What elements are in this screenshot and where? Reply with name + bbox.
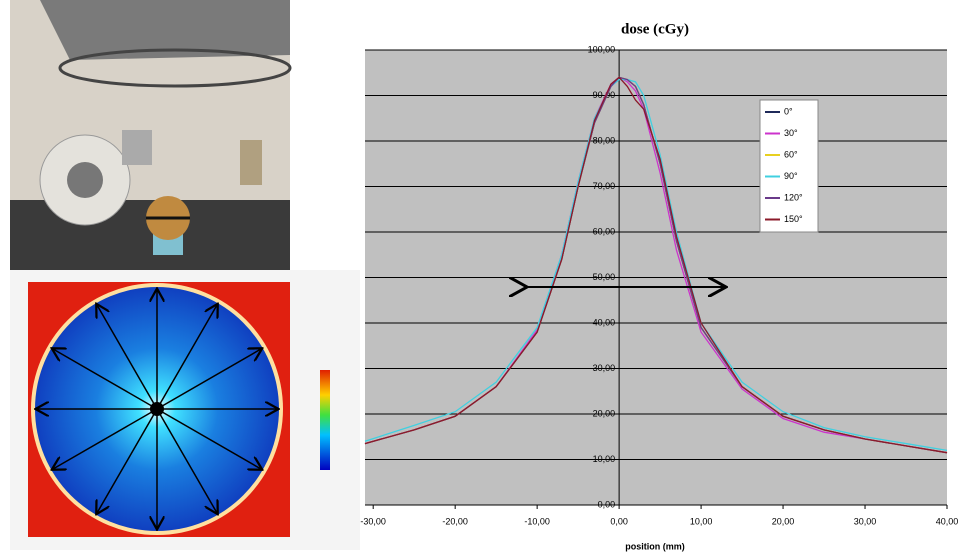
y-tick-label: 50,00	[593, 272, 616, 282]
y-tick-label: 80,00	[593, 135, 616, 145]
y-tick-label: 40,00	[593, 317, 616, 327]
y-tick-label: 70,00	[593, 181, 616, 191]
y-tick-label: 100,00	[588, 44, 616, 54]
y-tick-label: 90,00	[593, 90, 616, 100]
series-line	[364, 78, 948, 452]
x-tick-label: 0,00	[610, 516, 628, 526]
legend-label: 60°	[784, 149, 798, 159]
x-tick-label: -10,00	[524, 516, 550, 526]
chart-title: dose (cGy)	[621, 21, 689, 37]
y-tick-label: 60,00	[593, 226, 616, 236]
y-tick-label: 0,00	[598, 499, 616, 509]
y-tick-label: 10,00	[593, 454, 616, 464]
series-line	[364, 76, 948, 454]
x-tick-label: 20,00	[772, 516, 795, 526]
x-tick-label: -20,00	[442, 516, 468, 526]
series-line	[364, 76, 948, 454]
legend-label: 150°	[784, 214, 803, 224]
x-tick-label: 30,00	[854, 516, 877, 526]
legend-label: 30°	[784, 128, 798, 138]
x-tick-label: -30,00	[360, 516, 386, 526]
legend-label: 0°	[784, 106, 793, 116]
photo	[10, 0, 292, 270]
y-tick-label: 30,00	[593, 363, 616, 373]
x-tick-label: 40,00	[936, 516, 959, 526]
legend-label: 120°	[784, 192, 803, 202]
legend-box	[759, 99, 819, 233]
y-tick-label: 20,00	[593, 408, 616, 418]
dose-map	[10, 270, 360, 550]
x-axis-label: position (mm)	[625, 541, 685, 551]
x-tick-label: 10,00	[690, 516, 713, 526]
legend-label: 90°	[784, 171, 798, 181]
